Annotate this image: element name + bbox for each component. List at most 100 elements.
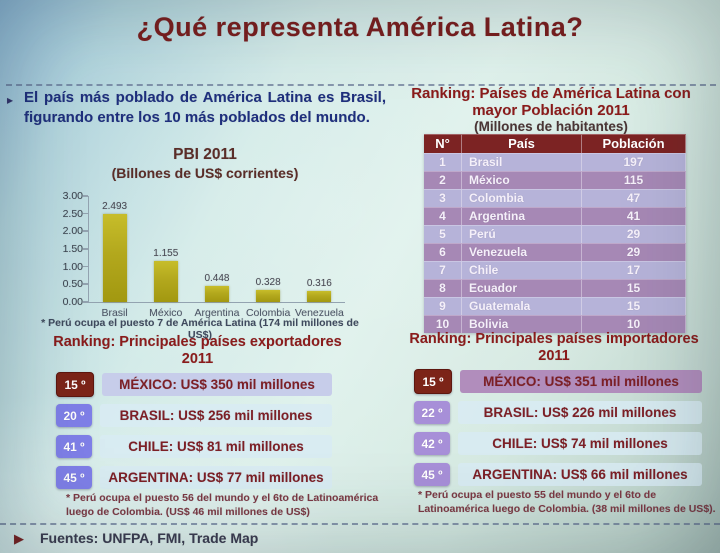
bar-value-label: 0.448: [204, 273, 230, 285]
cell-country: Brasil: [462, 153, 582, 171]
table-row: 7 Chile 17: [424, 261, 686, 279]
y-axis-tick-mark: [83, 301, 88, 303]
table-row: 10 Bolivia 10: [424, 315, 686, 333]
population-subtitle: (Millones de habitantes): [474, 119, 628, 134]
ranking-row: 45 º ARGENTINA: US$ 77 mil millones: [56, 466, 332, 489]
sources-text: Fuentes: UNFPA, FMI, Trade Map: [40, 530, 259, 546]
population-col-country: País: [462, 134, 582, 153]
bar-value-label: 0.328: [255, 277, 281, 289]
ranking-bar-label: ARGENTINA: US$ 77 mil millones: [100, 466, 332, 489]
table-row: 8 Ecuador 15: [424, 279, 686, 297]
cell-country: Ecuador: [462, 279, 582, 297]
cell-rank: 5: [424, 225, 462, 243]
table-row: 2 México 115: [424, 171, 686, 189]
importers-heading-year: 2011: [538, 348, 570, 365]
ranking-bar-label: MÉXICO: US$ 351 mil millones: [460, 370, 702, 393]
cell-population: 15: [582, 279, 686, 297]
ranking-bar-label: BRASIL: US$ 256 mil millones: [100, 404, 332, 427]
ranking-bar-label: CHILE: US$ 81 mil millones: [100, 435, 332, 458]
cell-population: 47: [582, 189, 686, 207]
y-axis-tick-mark: [83, 230, 88, 232]
y-axis-tick-mark: [83, 248, 88, 250]
y-axis-tick-mark: [83, 195, 88, 197]
rank-badge: 41 º: [56, 435, 92, 458]
y-axis-tick-label: 2.00: [62, 225, 83, 238]
cell-rank: 3: [424, 189, 462, 207]
bar: [102, 213, 127, 302]
exporters-heading: Ranking: Principales países exportadores…: [15, 334, 380, 369]
x-axis-category-label: Brasil: [101, 307, 128, 319]
bar: [204, 286, 229, 302]
cell-population: 115: [582, 171, 686, 189]
ranking-row: 15 º MÉXICO: US$ 350 mil millones: [56, 372, 332, 397]
ranking-row: 22 º BRASIL: US$ 226 mil millones: [414, 401, 702, 424]
cell-rank: 10: [424, 315, 462, 333]
y-axis-tick-label: 3.00: [62, 190, 83, 202]
y-axis-tick-label: 1.50: [62, 243, 83, 255]
y-axis-tick-mark: [83, 265, 88, 268]
bar-slot: 0.316 Venezuela: [294, 196, 345, 319]
cell-population: 17: [582, 261, 686, 279]
exporters-heading-year: 2011: [181, 351, 214, 368]
cell-rank: 7: [424, 261, 462, 279]
rank-badge: 42 º: [414, 432, 450, 455]
bar-slot: 1.155 México: [140, 196, 191, 319]
cell-population: 15: [582, 297, 686, 315]
exporters-footnote: * Perú ocupa el puesto 56 del mundo y el…: [66, 492, 379, 519]
page-title: ¿Qué representa América Latina?: [136, 12, 584, 42]
bar-slot: 0.448 Argentina: [191, 196, 242, 319]
ranking-row: 20 º BRASIL: US$ 256 mil millones: [56, 404, 332, 427]
x-axis-category-label: Venezuela: [294, 307, 344, 319]
cell-rank: 6: [424, 243, 462, 261]
population-heading-line1: Ranking: Países de América Latina con: [411, 85, 691, 102]
cell-country: México: [462, 171, 582, 189]
y-axis-tick-label: 2.50: [62, 207, 83, 220]
cell-rank: 8: [424, 279, 462, 297]
population-col-population: Población: [582, 134, 686, 153]
footer-triangle-icon: ▶: [14, 530, 24, 546]
cell-country: Chile: [462, 261, 582, 279]
cell-population: 197: [582, 153, 686, 171]
cell-population: 29: [582, 243, 686, 261]
ranking-bar-label: CHILE: US$ 74 mil millones: [458, 432, 702, 455]
ranking-row: 42 º CHILE: US$ 74 mil millones: [414, 432, 702, 455]
divider-top: [6, 84, 716, 86]
table-row: 5 Perú 29: [424, 225, 686, 243]
exporters-list: 15 º MÉXICO: US$ 350 mil millones 20 º BRAS…: [56, 372, 332, 489]
pbi-plot: 3.00 2.50 2.00 1.50 1.00 0.50 0.00 2.493 Brasil 1…: [63, 190, 345, 319]
rank-badge: 22 º: [414, 401, 450, 424]
importers-heading-line1: Ranking: Principales países importadores: [409, 331, 699, 347]
x-axis-category-label: Argentina: [194, 307, 240, 319]
cell-population: 41: [582, 207, 686, 225]
table-row: 3 Colombia 47: [424, 189, 686, 207]
cell-country: Venezuela: [462, 243, 582, 261]
cell-rank: 9: [424, 297, 462, 315]
x-axis-category-label: Colombia: [245, 307, 291, 319]
y-axis-tick-label: 0.50: [62, 278, 83, 291]
bar-value-label: 0.316: [306, 277, 332, 289]
bar: [256, 290, 281, 302]
table-row: 9 Guatemala 15: [424, 297, 686, 315]
ranking-row: 15 º MÉXICO: US$ 351 mil millones: [414, 369, 702, 394]
population-heading-line2: mayor Población 2011: [472, 102, 630, 120]
population-table-header: N° País Población: [424, 134, 686, 153]
ranking-row: 45 º ARGENTINA: US$ 66 mil millones: [414, 463, 702, 486]
x-axis-category-label: México: [149, 307, 183, 319]
y-axis-tick-label: 0.00: [62, 296, 83, 308]
cell-country: Guatemala: [462, 297, 582, 315]
population-table: N° País Población 1 Brasil 197 2 México 115 3 C…: [424, 134, 686, 333]
rank-badge: 15 º: [56, 372, 94, 397]
ranking-row: 41 º CHILE: US$ 81 mil millones: [56, 435, 332, 458]
cell-population: 10: [582, 315, 686, 333]
rank-badge: 45 º: [56, 466, 92, 489]
bar-slot: 2.493 Brasil: [89, 196, 140, 319]
bar-value-label: 1.155: [153, 248, 179, 260]
cell-rank: 2: [424, 171, 462, 189]
cell-rank: 4: [424, 207, 462, 225]
y-axis-tick-mark: [83, 212, 88, 215]
cell-country: Argentina: [462, 207, 582, 225]
importers-footnote: * Perú ocupa el puesto 55 del mundo y el…: [418, 489, 716, 516]
table-row: 1 Brasil 197: [424, 153, 686, 171]
importers-list: 15 º MÉXICO: US$ 351 mil millones 22 º BRAS…: [414, 369, 702, 486]
